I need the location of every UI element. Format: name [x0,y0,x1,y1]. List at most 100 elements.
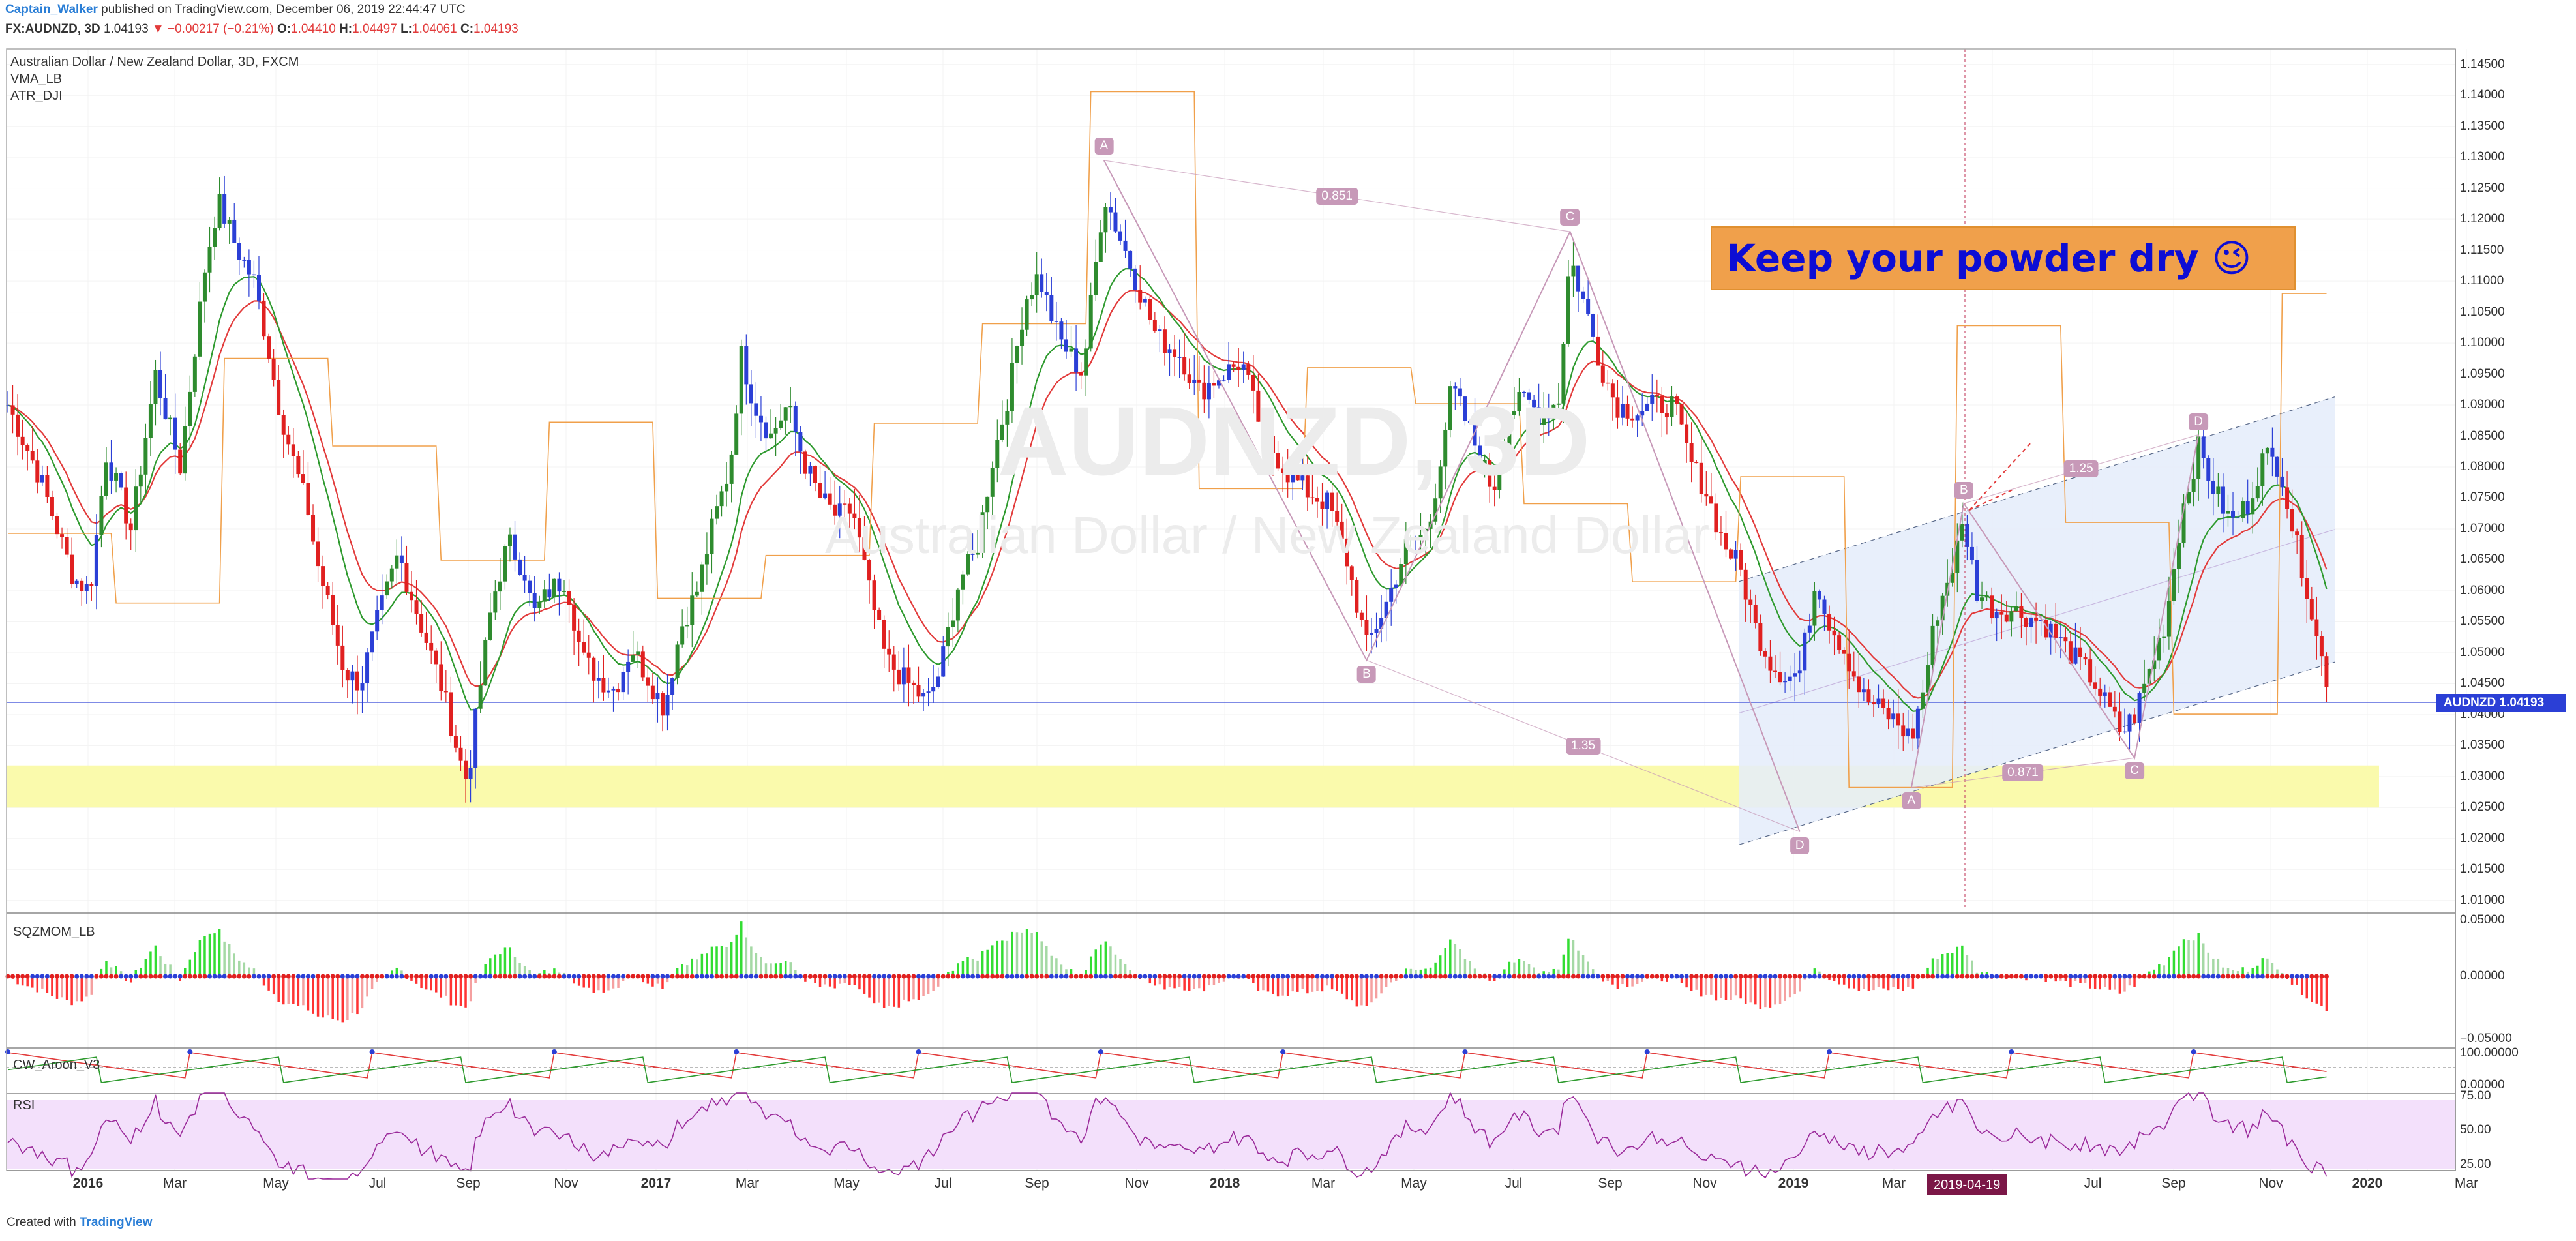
sqz-dot [1689,974,1694,979]
sqz-dot [1561,974,1566,979]
sqz-dot [1408,974,1413,979]
y-tick-label: 1.02500 [2460,800,2505,815]
aroon-dot [1462,1049,1468,1054]
sqz-dot [1172,974,1177,979]
sqz-dot [1856,974,1861,979]
candle-body [2133,714,2137,723]
sqz-dot [2324,974,2329,979]
sqz-dot [876,974,882,979]
sqz-dot [2284,974,2290,979]
sqz-dot [1241,974,1246,979]
candle-body [1803,632,1807,671]
y-tick-label: 1.13000 [2460,150,2505,164]
sqz-dot [143,974,148,979]
candle-body [1340,521,1344,539]
sqz-dot [743,974,749,979]
sqz-dot [640,974,646,979]
sqz-dot [183,974,188,979]
sqz-dot [1123,974,1128,979]
candle-body [1103,207,1108,233]
sqz-dot [247,974,252,979]
candle-body [537,601,542,608]
candle-body [951,620,955,627]
sqz-dot [1954,974,1960,979]
sqz-dot [428,974,434,979]
sqz-dot [1083,974,1088,979]
sqz-dot [960,974,965,979]
sqz-dot [601,974,606,979]
legend-atr[interactable]: ATR_DJI [10,89,63,103]
candle-body [94,535,98,586]
sqz-dot [2083,974,2088,979]
footer-brand[interactable]: TradingView [79,1216,153,1229]
sqz-dot [1950,974,1955,979]
candle-body [419,614,424,633]
sqz-dot [1280,974,1285,979]
sqz-dot [1320,974,1325,979]
pane-tick-label: 0.00000 [2460,969,2505,983]
candle-body [488,612,492,641]
sqz-dot [419,974,424,979]
legend-title[interactable]: Australian Dollar / New Zealand Dollar, … [10,55,299,69]
sqz-dot [2221,974,2226,979]
sqz-dot [394,974,399,979]
sqz-dot [2304,974,2309,979]
sqz-dot [473,974,478,979]
sqz-dot [906,974,911,979]
sqz-dot [2294,974,2299,979]
callout-note[interactable]: Keep your powder dry 😉 [1711,226,2296,290]
sqz-dot [985,974,990,979]
sqz-dot [158,974,163,979]
sqz-dot [1630,974,1635,979]
sqz-dot [2053,974,2058,979]
candle-body [1571,265,1576,277]
candle-body [1020,329,1025,346]
candle-body [385,581,389,596]
candle-body [1999,612,2004,615]
candle-body [2004,614,2009,622]
x-tick-label: Sep [456,1176,481,1191]
sqz-dot [2191,974,2196,979]
sqz-dot [1585,974,1591,979]
sqz-dot [517,974,522,979]
sqz-dot [414,974,419,979]
candle-body [542,589,547,602]
candle-body [2176,543,2181,569]
candle-body [2142,683,2147,693]
sqz-dot [109,974,114,979]
legend-rsi[interactable]: RSI [13,1098,35,1113]
sqz-dot [2018,974,2024,979]
sqz-dot [857,974,862,979]
candle-body [335,625,340,646]
candle-body [345,670,350,681]
candle-body [1310,497,1315,498]
aroon-dot [916,1049,921,1054]
candle-body [1276,453,1280,469]
sqz-dot [980,974,985,979]
sqz-dot [1930,974,1936,979]
sqz-dot [94,974,99,979]
candle-body [1355,580,1359,613]
candle-body [1187,374,1191,383]
pane-tick-label: 100.00000 [2460,1046,2519,1060]
x-tick-label: 2016 [72,1176,104,1191]
candle-body [1866,689,1871,702]
sqz-dot [803,974,808,979]
sqz-dot [276,974,281,979]
pane-tick-label: 50.00 [2460,1123,2491,1137]
price-change: ▼ −0.00217 (−0.21%) [151,22,274,36]
candle-body [1532,399,1536,408]
sqz-dot [1340,974,1345,979]
sqz-dot [1044,974,1049,979]
candle-body [916,685,921,697]
candle-body [2103,692,2107,696]
author-link[interactable]: Captain_Walker [5,3,98,16]
sqz-dot [1506,974,1512,979]
legend-sqzmom[interactable]: SQZMOM_LB [13,925,95,939]
candle-body [2314,619,2319,636]
low-label: L: [400,22,413,36]
channel-upper [1739,396,2335,582]
legend-aroon[interactable]: CW_Aroon_V3 [13,1058,100,1072]
legend-vma[interactable]: VMA_LB [10,72,62,86]
